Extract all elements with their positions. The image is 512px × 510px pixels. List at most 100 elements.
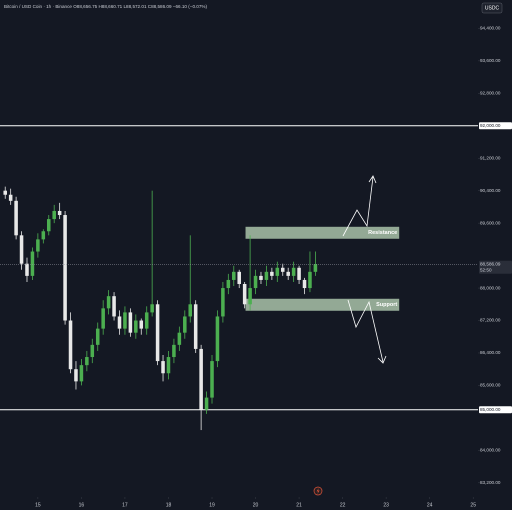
candle-body (41, 231, 46, 240)
candle-body (286, 271, 290, 276)
candle-body (85, 357, 89, 366)
currency-box[interactable] (481, 2, 503, 14)
level-label-box (479, 406, 512, 414)
candle-body (155, 304, 160, 362)
events-bolt (316, 488, 320, 494)
candle-body (193, 304, 198, 349)
y-tick-label: 84,000.00 (480, 448, 501, 453)
zone-label: Resistance (368, 230, 397, 236)
last-price-box (479, 260, 512, 274)
candle-body (264, 271, 269, 280)
candle-body (204, 397, 209, 410)
candle-body (172, 344, 176, 358)
candle-body (188, 304, 193, 317)
candle-body (68, 320, 73, 370)
chart-title: Bitcoin / USD Coin · 1h · Binance O88,65… (4, 4, 207, 9)
candle-body (95, 328, 100, 345)
x-tick-label: 16 (79, 502, 85, 508)
currency[interactable]: USDC (485, 6, 500, 12)
y-tick-label: 85,600.00 (480, 383, 501, 388)
x-tick-label: 25 (470, 502, 476, 508)
candle-body (275, 267, 280, 276)
countdown: 52:50 (480, 267, 492, 272)
candle-body (134, 320, 138, 333)
candle-body (248, 288, 252, 305)
level-label-box (479, 122, 512, 130)
candle-body (79, 365, 84, 382)
x-tick-label: 15 (35, 502, 41, 508)
candle-body (177, 332, 182, 345)
zone (245, 226, 400, 239)
candle-body (280, 267, 285, 272)
candle-body (259, 275, 263, 280)
x-tick-label: 22 (340, 502, 346, 508)
candle-body (74, 369, 78, 382)
candle-body (313, 264, 318, 272)
candle-body (14, 200, 18, 236)
candle-body (232, 271, 236, 280)
support-arrow (347, 299, 384, 363)
level-label: 85,000.00 (480, 407, 501, 412)
candle-body (150, 304, 154, 313)
candle-body (270, 271, 274, 276)
y-tick-label: 92,800.00 (480, 91, 501, 96)
candle-body (3, 190, 7, 195)
candle-body (242, 284, 247, 305)
candle-body (139, 320, 144, 329)
candle-body (25, 263, 29, 276)
y-tick-label: 94,400.00 (480, 26, 501, 31)
candle-body (117, 316, 122, 329)
candle-body (106, 296, 111, 309)
candle-body (215, 316, 220, 362)
candle-body (123, 312, 127, 329)
candle-body (291, 267, 296, 276)
arrow-head (368, 175, 377, 184)
candle-body (226, 279, 231, 289)
candle-body (30, 251, 35, 276)
candle-body (161, 361, 165, 374)
candle-body (57, 210, 62, 216)
candle-body (144, 312, 149, 329)
y-tick-label: 88,000.00 (480, 285, 501, 290)
candle-body (8, 194, 13, 201)
y-tick-label: 83,200.00 (480, 480, 501, 485)
candle-body (253, 275, 258, 289)
x-tick-label: 20 (253, 502, 259, 508)
candle-body (302, 279, 307, 289)
x-tick-label: 17 (122, 502, 128, 508)
y-tick-label: 93,600.00 (480, 58, 501, 63)
candle-body (63, 215, 67, 321)
resistance-arrow (342, 176, 374, 237)
candle-body (183, 316, 187, 333)
candle-body (19, 235, 24, 264)
zone-label: Support (376, 302, 397, 308)
x-tick-label: 18 (166, 502, 172, 508)
candle-body (166, 357, 171, 374)
candle-body (112, 296, 116, 317)
plot: 94,400.00 93,600.00 92,800.00 91,200.00 90,4… (0, 26, 512, 508)
x-tick-label: 21 (296, 502, 302, 508)
y-tick-label: 90,400.00 (480, 188, 501, 193)
candle-body (221, 288, 225, 317)
zone (245, 298, 400, 311)
x-tick-label: 24 (427, 502, 433, 508)
y-tick-label: 91,200.00 (480, 155, 501, 160)
candle-body (90, 344, 95, 358)
arrow-head (377, 355, 387, 364)
candle-body (199, 348, 203, 410)
candle-body (128, 312, 133, 333)
last-price-label: 88,586.09 (480, 261, 501, 266)
candle-body (36, 239, 40, 252)
candle-body (46, 219, 51, 232)
y-tick-label: 87,200.00 (480, 318, 501, 323)
x-tick-label: 19 (209, 502, 215, 508)
x-tick-label: 23 (383, 502, 389, 508)
candle-body (297, 267, 301, 280)
candle-body (308, 271, 312, 289)
candle-body (210, 361, 214, 398)
candle-body (101, 308, 105, 329)
y-tick-label: 89,600.00 (480, 220, 501, 225)
